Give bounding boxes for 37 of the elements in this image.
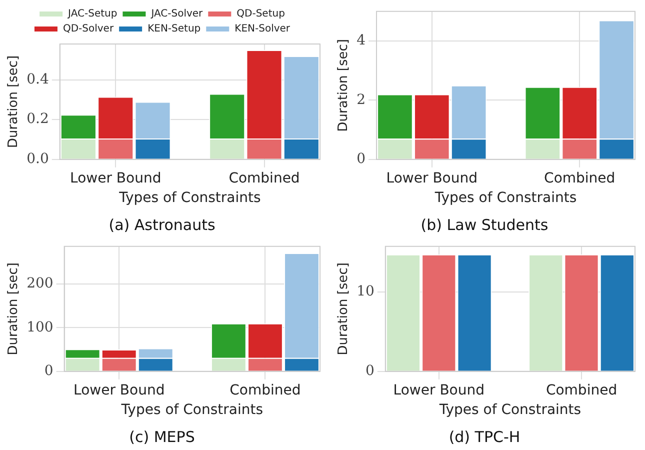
y-tick-label: 0 (365, 363, 374, 380)
text: (c) MEPS (129, 428, 195, 446)
y-tick-label: 4 (356, 32, 366, 49)
x-tick-label: Combined (544, 170, 616, 186)
x-tick-label: Combined (228, 170, 300, 186)
text: (a) Astronauts (108, 216, 216, 234)
legend-label: QD-Solver (62, 24, 114, 35)
y-tick-label: 100 (26, 319, 54, 336)
legend-label: QD-Setup (236, 8, 285, 20)
y-axis-title: Duration [sec] (6, 55, 22, 148)
x-tick-label: Lower Bound (70, 170, 162, 186)
y-tick-label: 0 (356, 151, 366, 168)
y-tick-label: 10 (356, 283, 374, 300)
y-axis-title: Duration [sec] (336, 39, 352, 132)
y-tick-label: 2 (356, 92, 366, 108)
y-axis-title: Duration [sec] (336, 262, 352, 356)
legend-label: JAC-Setup (67, 8, 118, 20)
y-tick-label: 200 (26, 276, 54, 292)
x-tick-label: Lower Bound (386, 170, 478, 186)
y-axis-title: Duration [sec] (6, 262, 22, 356)
x-axis-title: Types of Constraints (120, 402, 264, 418)
x-tick-label: Combined (546, 382, 618, 398)
y-tick-label: 0 (44, 363, 54, 380)
x-axis-title: Types of Constraints (118, 190, 261, 206)
legend-label: KEN-Setup (148, 24, 201, 35)
legend-label: JAC-Solver (150, 8, 204, 20)
text: (b) Law Students (420, 216, 548, 234)
x-axis-title: Types of Constraints (438, 402, 582, 418)
x-tick-label: Lower Bound (74, 382, 165, 398)
y-tick-label: 0.4 (26, 71, 49, 88)
y-tick-label: 0.2 (26, 111, 49, 128)
x-tick-label: Lower Bound (393, 382, 484, 398)
y-tick-label: 0.0 (26, 151, 49, 168)
x-axis-title: Types of Constraints (434, 190, 577, 206)
x-tick-label: Combined (230, 382, 301, 398)
legend-label: KEN-Solver (234, 24, 291, 35)
text: (d) TPC-H (448, 428, 520, 446)
